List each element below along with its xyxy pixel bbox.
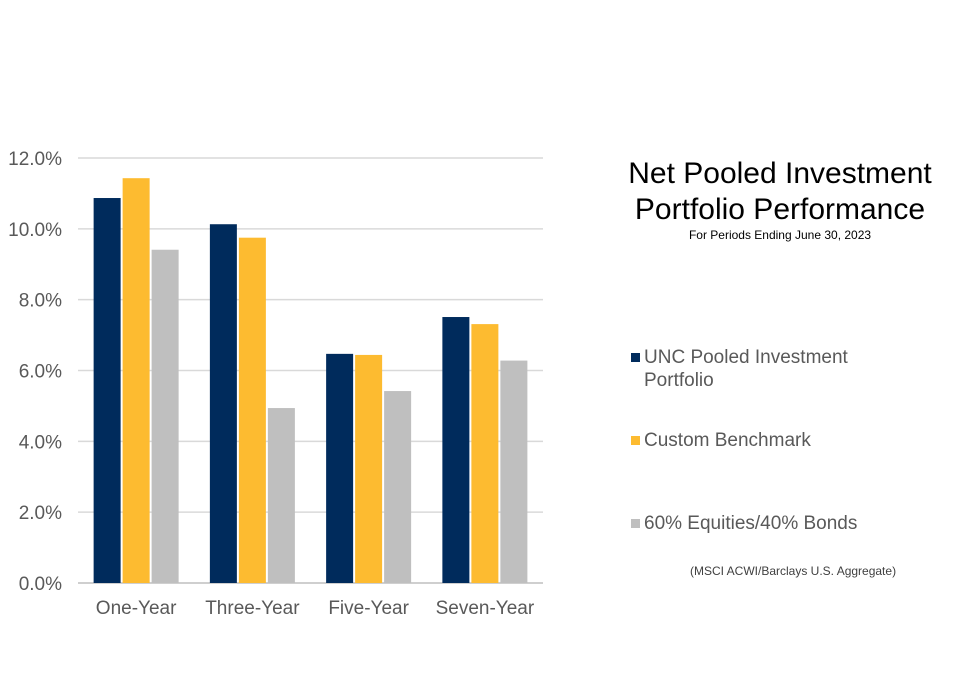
y-tick-label: 12.0% [8,149,62,170]
bar-five-year-series-1 [355,354,383,583]
bar-seven-year-series-2 [500,360,528,583]
bar-five-year-series-0 [326,353,354,583]
legend-label: 60% Equities/40% Bonds [644,513,858,534]
legend-swatch [631,436,640,445]
y-tick-label: 2.0% [19,503,62,524]
y-tick-label: 4.0% [19,432,62,453]
legend-swatch [631,519,640,528]
chart-title: Net Pooled Investment Portfolio Performa… [628,157,932,226]
legend-label: UNC Pooled Investment Portfolio [644,347,848,391]
bar-three-year-series-2 [267,408,295,583]
bar-five-year-series-2 [384,391,412,583]
x-category-label: One-Year [96,598,177,619]
y-tick-label: 6.0% [19,362,62,383]
legend-swatch [631,353,640,362]
bar-one-year-series-2 [151,249,179,583]
y-tick-label: 8.0% [19,291,62,312]
bar-seven-year-series-1 [471,324,499,583]
legend-item-60-40: 60% Equities/40% Bonds [631,512,904,535]
legend-item-unc: UNC Pooled Investment Portfolio [631,346,904,392]
bar-one-year-series-0 [93,198,121,584]
legend-item-benchmark: Custom Benchmark [631,429,904,452]
x-category-label: Three-Year [205,598,300,619]
legend-note: (MSCI ACWI/Barclays U.S. Aggregate) [690,564,897,578]
bar-three-year-series-1 [238,237,266,583]
legend-label: Custom Benchmark [644,430,811,451]
x-category-label: Seven-Year [436,598,535,619]
bar-three-year-series-0 [209,224,237,583]
x-category-label: Five-Year [328,598,409,619]
y-tick-label: 0.0% [19,574,62,595]
chart-subtitle: For Periods Ending June 30, 2023 [688,228,872,242]
bar-one-year-series-1 [122,178,150,583]
y-tick-label: 10.0% [8,220,62,241]
bar-seven-year-series-0 [442,317,470,583]
